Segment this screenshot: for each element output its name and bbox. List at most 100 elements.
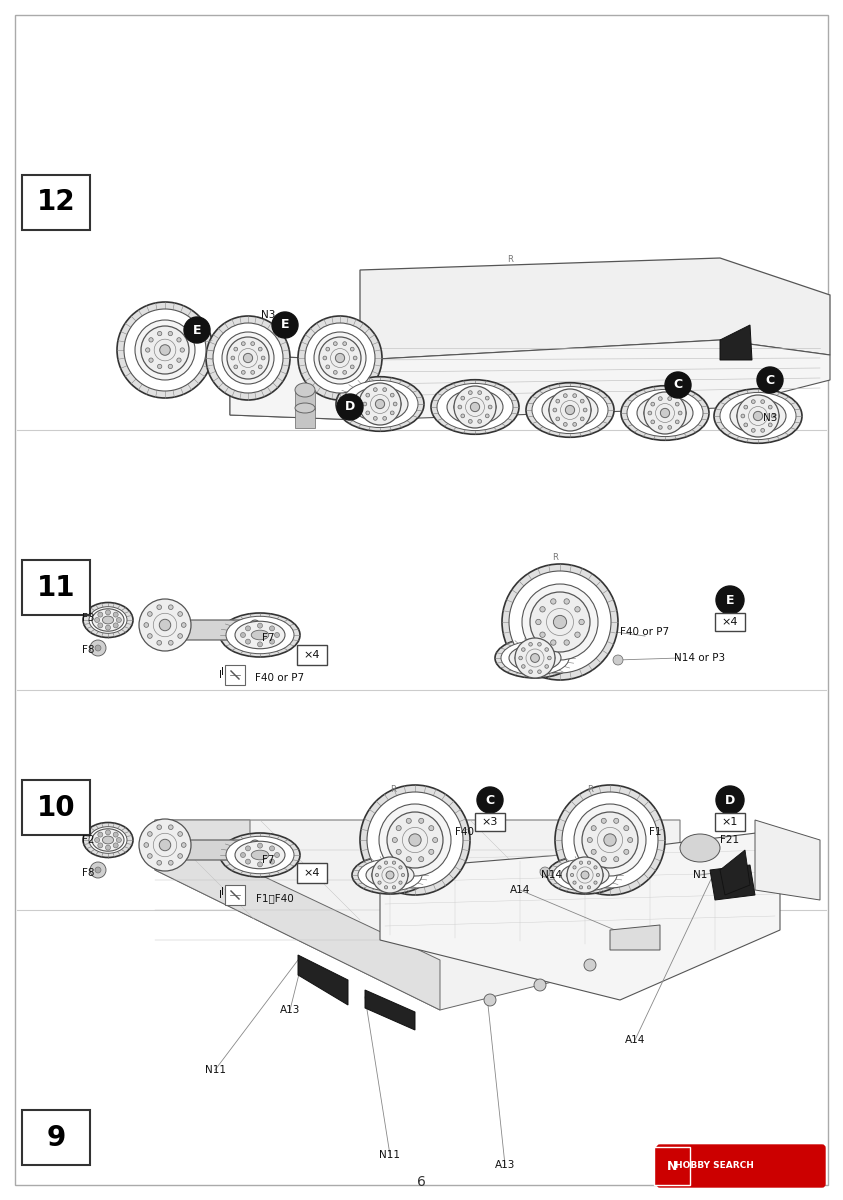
Circle shape (754, 412, 763, 421)
Text: 11: 11 (37, 574, 75, 601)
Circle shape (545, 661, 550, 667)
Circle shape (755, 425, 760, 431)
Circle shape (760, 400, 765, 403)
Circle shape (529, 642, 532, 646)
Circle shape (530, 592, 590, 652)
Circle shape (392, 886, 395, 889)
Ellipse shape (220, 833, 300, 877)
Circle shape (157, 605, 162, 610)
Circle shape (98, 612, 103, 617)
Text: 6: 6 (416, 1175, 426, 1189)
Circle shape (649, 419, 654, 424)
Ellipse shape (561, 863, 609, 887)
Circle shape (742, 422, 747, 427)
Circle shape (406, 818, 411, 823)
Text: N3: N3 (260, 310, 275, 320)
Circle shape (742, 406, 747, 410)
Circle shape (573, 881, 576, 884)
Circle shape (488, 406, 492, 409)
Ellipse shape (621, 385, 709, 440)
Circle shape (429, 826, 434, 830)
Circle shape (579, 862, 583, 864)
Circle shape (744, 406, 748, 409)
Circle shape (583, 881, 588, 886)
FancyBboxPatch shape (297, 863, 327, 883)
Circle shape (751, 400, 755, 403)
Circle shape (593, 881, 597, 884)
Circle shape (580, 416, 584, 421)
Polygon shape (380, 830, 780, 1000)
Circle shape (676, 402, 681, 407)
Text: I: I (221, 667, 223, 677)
Circle shape (384, 886, 388, 889)
Text: E: E (193, 324, 201, 336)
Ellipse shape (164, 612, 186, 628)
Circle shape (588, 886, 591, 889)
Ellipse shape (102, 836, 114, 844)
Circle shape (534, 979, 546, 991)
FancyBboxPatch shape (657, 1145, 825, 1187)
Ellipse shape (102, 616, 114, 624)
Circle shape (454, 404, 459, 409)
Circle shape (554, 400, 559, 404)
Circle shape (545, 649, 550, 654)
Circle shape (584, 959, 596, 971)
Circle shape (601, 818, 606, 823)
Text: F2: F2 (82, 835, 94, 845)
Circle shape (98, 842, 103, 848)
Circle shape (768, 406, 772, 409)
Circle shape (169, 365, 173, 368)
Circle shape (393, 402, 397, 406)
Circle shape (614, 857, 619, 862)
Polygon shape (155, 820, 680, 1010)
Circle shape (388, 881, 393, 886)
Circle shape (95, 646, 101, 650)
Circle shape (384, 862, 388, 864)
Circle shape (388, 864, 393, 869)
Circle shape (515, 638, 555, 678)
Circle shape (113, 842, 118, 848)
Circle shape (94, 838, 99, 842)
FancyBboxPatch shape (22, 560, 90, 614)
Circle shape (144, 623, 148, 628)
Ellipse shape (89, 607, 127, 634)
Ellipse shape (89, 827, 127, 853)
Circle shape (651, 402, 655, 406)
Circle shape (575, 632, 580, 637)
Text: C: C (674, 378, 683, 391)
Ellipse shape (226, 836, 294, 874)
Circle shape (486, 396, 491, 401)
Circle shape (366, 410, 370, 415)
FancyBboxPatch shape (22, 1110, 90, 1165)
Circle shape (149, 337, 153, 342)
Circle shape (768, 422, 772, 427)
Circle shape (326, 347, 330, 352)
Text: N11: N11 (379, 1150, 400, 1160)
Circle shape (169, 605, 173, 610)
Text: F40 or P7: F40 or P7 (620, 626, 669, 637)
Circle shape (648, 412, 652, 415)
Circle shape (159, 619, 171, 631)
Text: 10: 10 (37, 793, 75, 822)
Circle shape (258, 365, 262, 368)
Polygon shape (298, 955, 348, 1006)
Ellipse shape (366, 863, 414, 887)
Circle shape (245, 846, 250, 851)
Text: C: C (765, 373, 775, 386)
Circle shape (469, 420, 472, 424)
Circle shape (580, 400, 584, 403)
Circle shape (458, 406, 462, 409)
Text: F1: F1 (649, 827, 661, 838)
Circle shape (376, 866, 381, 871)
Circle shape (148, 612, 153, 617)
Text: A14: A14 (510, 886, 530, 895)
Circle shape (676, 419, 681, 424)
Ellipse shape (509, 646, 561, 671)
Circle shape (141, 326, 189, 374)
Circle shape (419, 818, 424, 823)
Text: N1: N1 (693, 870, 707, 880)
Circle shape (90, 640, 106, 656)
Circle shape (604, 834, 616, 846)
Circle shape (270, 859, 275, 864)
Ellipse shape (431, 379, 519, 434)
